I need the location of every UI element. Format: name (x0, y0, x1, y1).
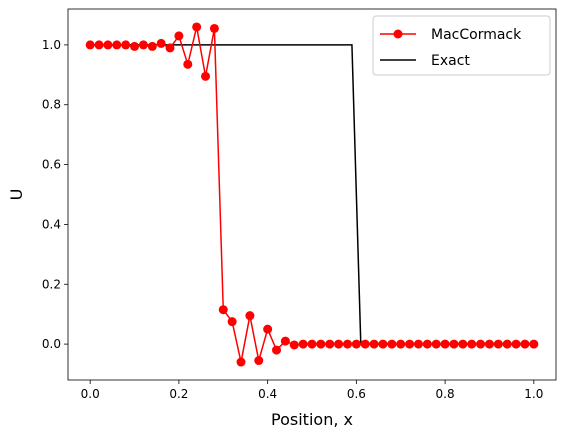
maccormack-point (493, 339, 503, 349)
maccormack-point (112, 40, 122, 50)
maccormack-point (245, 311, 255, 321)
maccormack-point (413, 339, 423, 349)
maccormack-point (201, 71, 211, 81)
exact-line (90, 44, 534, 345)
maccormack-point (440, 339, 450, 349)
y-tick-label: 0.2 (42, 277, 61, 291)
maccormack-point (360, 339, 370, 349)
maccormack-point (476, 339, 486, 349)
maccormack-point (484, 339, 494, 349)
maccormack-point (405, 339, 415, 349)
x-tick-label: 0.6 (347, 387, 366, 401)
maccormack-point (342, 339, 352, 349)
y-axis-ticks: 0.0 0.2 0.4 0.6 0.8 1.0 (42, 38, 68, 351)
legend: MacCormack Exact (372, 15, 551, 76)
x-tick-label: 0.0 (81, 387, 100, 401)
maccormack-point (369, 339, 379, 349)
y-tick-label: 0.6 (42, 158, 61, 172)
x-tick-label: 0.2 (169, 387, 188, 401)
y-tick-label: 0.4 (42, 217, 61, 231)
maccormack-point (85, 40, 95, 50)
maccormack-point (103, 40, 113, 50)
maccormack-point (121, 40, 131, 50)
x-axis-label: Position, x (271, 410, 353, 429)
maccormack-point (192, 22, 202, 32)
maccormack-point (378, 339, 388, 349)
maccormack-point (422, 339, 432, 349)
maccormack-point (174, 31, 184, 41)
exact-series (90, 44, 534, 345)
x-tick-label: 1.0 (524, 387, 543, 401)
x-axis-ticks: 0.0 0.2 0.4 0.6 0.8 1.0 (81, 380, 543, 401)
maccormack-point (351, 339, 361, 349)
maccormack-point (298, 339, 308, 349)
maccormack-series (85, 22, 539, 367)
maccormack-point (502, 339, 512, 349)
maccormack-point (209, 23, 219, 33)
y-axis-label: U (7, 189, 26, 201)
y-tick-label: 1.0 (42, 38, 61, 52)
maccormack-point (316, 339, 326, 349)
legend-box (372, 15, 551, 76)
maccormack-point (263, 324, 273, 334)
legend-maccormack-label: MacCormack (431, 27, 522, 43)
maccormack-point (218, 305, 228, 315)
maccormack-point (289, 340, 299, 350)
maccormack-point (467, 339, 477, 349)
maccormack-line (90, 26, 534, 363)
y-tick-label: 0.8 (42, 98, 61, 112)
legend-maccormack-marker (393, 29, 403, 39)
maccormack-point (334, 339, 344, 349)
maccormack-point (396, 339, 406, 349)
maccormack-point (254, 356, 264, 366)
maccormack-point (183, 59, 193, 69)
maccormack-point (511, 339, 521, 349)
maccormack-point (529, 339, 539, 349)
maccormack-point (236, 357, 246, 367)
plot-frame (67, 8, 557, 381)
maccormack-point (431, 339, 441, 349)
maccormack-point (147, 41, 157, 51)
maccormack-point (227, 317, 237, 327)
maccormack-point (130, 41, 140, 51)
maccormack-point (307, 339, 317, 349)
maccormack-point (449, 339, 459, 349)
maccormack-point (387, 339, 397, 349)
maccormack-point (280, 336, 290, 346)
maccormack-point (138, 40, 148, 50)
maccormack-point (520, 339, 530, 349)
maccormack-point (458, 339, 468, 349)
legend-exact-label: Exact (431, 53, 470, 69)
maccormack-point (165, 43, 175, 53)
maccormack-point (94, 40, 104, 50)
maccormack-point (156, 38, 166, 48)
maccormack-point (325, 339, 335, 349)
x-tick-label: 0.8 (436, 387, 455, 401)
y-tick-label: 0.0 (42, 337, 61, 351)
maccormack-point (272, 345, 282, 355)
x-tick-label: 0.4 (258, 387, 277, 401)
